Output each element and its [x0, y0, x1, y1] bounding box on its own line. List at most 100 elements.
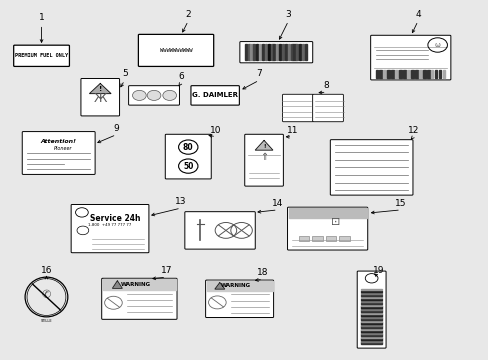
Bar	[302, 44, 304, 60]
FancyBboxPatch shape	[312, 94, 343, 122]
Bar	[360, 289, 382, 290]
Text: G. DAIMLER: G. DAIMLER	[192, 93, 238, 98]
Bar	[360, 338, 382, 340]
Text: 2: 2	[185, 10, 191, 19]
Bar	[360, 330, 382, 332]
Bar	[402, 70, 405, 78]
Text: 6: 6	[178, 72, 183, 81]
FancyBboxPatch shape	[14, 45, 69, 66]
Bar	[410, 70, 413, 78]
Bar	[305, 44, 306, 60]
FancyBboxPatch shape	[22, 132, 95, 175]
FancyBboxPatch shape	[370, 35, 450, 80]
Bar	[206, 281, 272, 291]
Text: 9: 9	[113, 123, 119, 132]
Bar	[383, 70, 386, 78]
Bar	[325, 235, 336, 241]
Text: 19: 19	[372, 266, 384, 275]
FancyBboxPatch shape	[205, 280, 273, 318]
Bar	[394, 70, 397, 78]
Polygon shape	[112, 281, 122, 288]
Text: WARNING: WARNING	[121, 282, 150, 287]
Text: Service 24h: Service 24h	[89, 214, 140, 223]
FancyBboxPatch shape	[165, 134, 211, 179]
Bar	[339, 235, 349, 241]
Bar	[360, 320, 382, 322]
Text: 7: 7	[256, 69, 262, 78]
Bar	[418, 70, 421, 78]
FancyBboxPatch shape	[102, 278, 177, 319]
FancyBboxPatch shape	[190, 86, 239, 105]
Bar	[279, 44, 281, 60]
Text: PREMIUM FUEL ONLY: PREMIUM FUEL ONLY	[15, 53, 68, 58]
Circle shape	[163, 90, 176, 100]
Bar	[360, 332, 382, 334]
Text: 1: 1	[39, 13, 44, 22]
Bar	[360, 312, 382, 314]
Polygon shape	[255, 140, 272, 150]
FancyBboxPatch shape	[239, 41, 312, 63]
Text: Pioneer: Pioneer	[54, 146, 73, 151]
Bar	[360, 293, 382, 294]
Bar	[360, 336, 382, 338]
Text: 8: 8	[323, 81, 329, 90]
Bar	[360, 324, 382, 326]
Bar	[434, 70, 436, 78]
FancyBboxPatch shape	[128, 86, 179, 105]
Bar	[360, 302, 382, 304]
Text: 11: 11	[286, 126, 298, 135]
Text: !: !	[99, 86, 102, 91]
Bar	[360, 328, 382, 330]
Bar	[360, 298, 382, 300]
Bar	[262, 44, 264, 60]
Text: Attention!: Attention!	[41, 139, 77, 144]
Bar	[398, 70, 401, 78]
FancyBboxPatch shape	[356, 271, 386, 348]
Text: 50: 50	[183, 162, 193, 171]
Bar	[282, 44, 284, 60]
Text: ⇑: ⇑	[260, 152, 267, 162]
Bar	[360, 334, 382, 336]
Text: !: !	[262, 144, 265, 149]
Text: 14: 14	[271, 199, 283, 208]
Bar	[264, 44, 266, 60]
FancyBboxPatch shape	[282, 94, 313, 122]
Text: 15: 15	[394, 199, 406, 208]
Text: ⊡: ⊡	[330, 217, 340, 228]
Bar	[422, 70, 425, 78]
Bar	[298, 235, 309, 241]
Polygon shape	[215, 283, 224, 289]
Bar	[253, 44, 255, 60]
Bar	[285, 44, 286, 60]
Bar	[430, 70, 432, 78]
Bar	[360, 306, 382, 308]
FancyBboxPatch shape	[184, 212, 255, 249]
Text: 5: 5	[122, 69, 127, 78]
Bar	[270, 44, 272, 60]
Bar	[360, 294, 382, 296]
Bar	[273, 44, 275, 60]
Bar	[426, 70, 428, 78]
Bar	[293, 44, 295, 60]
Bar	[360, 310, 382, 312]
Bar	[360, 316, 382, 318]
Text: ω: ω	[434, 42, 440, 48]
Text: 10: 10	[210, 126, 222, 135]
Bar	[360, 319, 382, 320]
Text: 1-800  +49 77 777 77: 1-800 +49 77 777 77	[88, 223, 131, 227]
Bar	[360, 327, 382, 328]
Bar	[414, 70, 417, 78]
Bar	[442, 70, 445, 78]
Bar	[375, 70, 378, 78]
Circle shape	[178, 159, 198, 173]
Bar	[386, 70, 389, 78]
Text: Ж: Ж	[93, 93, 107, 105]
Bar	[360, 309, 382, 310]
Bar	[287, 44, 289, 60]
Text: STILLE: STILLE	[41, 319, 52, 323]
Circle shape	[147, 90, 161, 100]
Bar	[438, 70, 441, 78]
FancyBboxPatch shape	[244, 134, 283, 186]
Bar	[276, 44, 278, 60]
Bar	[247, 44, 249, 60]
